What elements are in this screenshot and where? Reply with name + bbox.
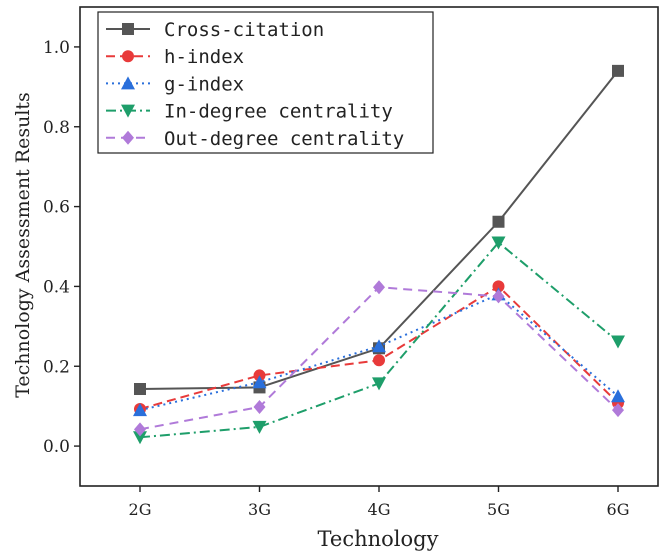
legend-label: Cross-citation [164, 19, 324, 41]
data-point [492, 289, 505, 304]
legend-label: Out-degree centrality [164, 128, 404, 150]
data-point [372, 377, 386, 391]
data-point [492, 215, 505, 228]
data-point [373, 280, 385, 295]
series-2 [133, 287, 625, 417]
y-axis-label: Technology Assessment Results [12, 92, 34, 398]
x-tick-label: 6G [607, 500, 630, 519]
legend-marker [122, 50, 134, 63]
data-point [252, 375, 267, 389]
legend-marker [121, 76, 135, 90]
legend-marker [122, 23, 134, 35]
legend-marker [122, 130, 134, 145]
data-point [252, 420, 267, 434]
legend-box [97, 11, 434, 154]
data-point [492, 280, 505, 293]
data-point [611, 389, 625, 403]
y-tick-label: 0.6 [43, 198, 70, 218]
x-tick-label: 3G [248, 500, 271, 519]
y-tick-label: 0.8 [43, 118, 70, 138]
data-point [373, 354, 385, 367]
legend-label: g-index [164, 73, 244, 95]
data-point [612, 64, 624, 77]
y-tick-label: 1.0 [43, 38, 70, 58]
y-tick-label: 0.0 [43, 437, 70, 457]
legend-label: In-degree centrality [164, 101, 393, 123]
data-point [134, 422, 146, 437]
data-point [253, 399, 266, 414]
data-point [133, 403, 147, 417]
x-tick-label: 2G [129, 500, 152, 519]
y-tick-label: 0.4 [43, 277, 70, 297]
series-4 [134, 280, 624, 437]
data-point [133, 431, 147, 445]
data-point [134, 383, 146, 396]
x-axis-label: Technology [318, 527, 439, 551]
data-point [611, 335, 625, 349]
plot-frame [79, 6, 659, 487]
data-point [491, 236, 506, 250]
data-point [612, 403, 624, 418]
y-tick-label: 0.2 [43, 357, 70, 377]
x-tick-label: 5G [487, 500, 510, 519]
series-3 [133, 236, 625, 445]
data-point [372, 339, 386, 353]
legend-label: h-index [164, 46, 244, 68]
legend-marker [121, 104, 135, 118]
x-tick-label: 4G [368, 500, 391, 519]
